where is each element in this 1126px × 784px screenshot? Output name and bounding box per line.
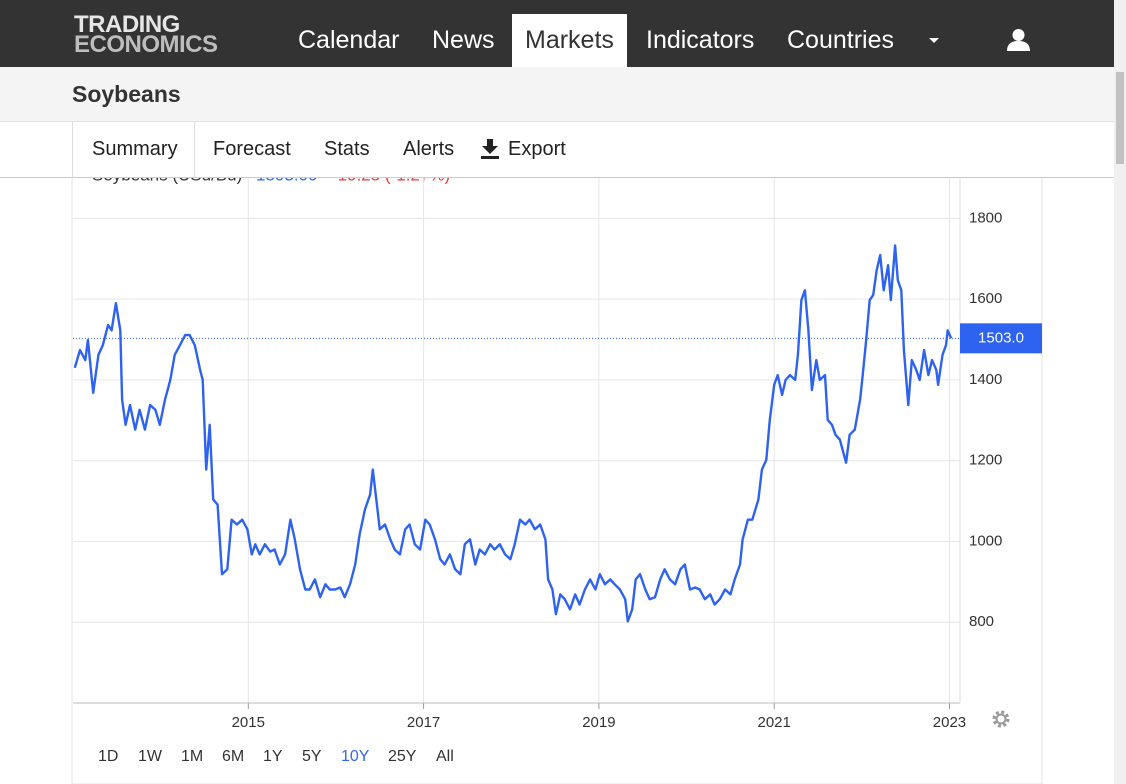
nav-item[interactable]: Calendar xyxy=(298,26,400,54)
y-tick-label: 1200 xyxy=(969,452,1002,469)
range-button[interactable]: 6M xyxy=(222,748,244,765)
price-line xyxy=(73,244,953,623)
user-icon[interactable] xyxy=(1006,28,1031,52)
nav-item[interactable]: News xyxy=(432,26,495,54)
tab[interactable]: Alerts xyxy=(403,138,455,160)
tab-separator xyxy=(194,122,195,177)
last-price-label: 1503.0 xyxy=(978,329,1024,346)
nav-item[interactable]: Indicators xyxy=(646,26,755,54)
y-tick-label: 800 xyxy=(969,613,994,630)
user-head xyxy=(1012,29,1025,41)
scroll-thumb[interactable] xyxy=(1116,72,1124,164)
caret-shape xyxy=(929,38,939,43)
range-button[interactable]: 25Y xyxy=(388,748,417,765)
gear-ring xyxy=(995,713,1007,725)
range-button[interactable]: 1W xyxy=(138,748,163,765)
logo[interactable]: TRADING ECONOMICS xyxy=(74,11,218,58)
tab[interactable]: Summary xyxy=(92,138,178,160)
plot xyxy=(73,178,960,703)
scrollbar[interactable] xyxy=(1114,0,1126,784)
page-title: Soybeans xyxy=(72,81,181,107)
range-button[interactable]: 1D xyxy=(98,748,118,765)
last-price-box xyxy=(960,323,1042,354)
y-tick-label: 1800 xyxy=(969,209,1002,226)
tab[interactable]: Stats xyxy=(324,138,370,160)
nav-item[interactable]: Markets xyxy=(512,14,627,67)
y-tick-label: 1400 xyxy=(969,371,1002,388)
range-button[interactable]: 1Y xyxy=(263,748,283,765)
x-tick-label: 2021 xyxy=(757,714,790,731)
dropdown-caret[interactable] xyxy=(928,37,940,45)
x-tick-label: 2015 xyxy=(232,714,265,731)
x-tick-label: 2019 xyxy=(582,714,615,731)
export-shape xyxy=(481,139,499,159)
nav-bar: TRADING ECONOMICS Calendar News Markets … xyxy=(0,0,1114,67)
logo-line: ECONOMICS xyxy=(74,31,218,58)
range-button[interactable]: All xyxy=(436,748,454,765)
title-band: Soybeans xyxy=(0,67,1114,122)
tab[interactable]: Forecast xyxy=(213,138,291,160)
tab-box: Summary Forecast Stats Alerts Export xyxy=(72,122,1115,177)
logo-line: TRADING xyxy=(74,11,180,38)
tab[interactable]: Export xyxy=(508,138,566,160)
y-tick-label: 1600 xyxy=(969,290,1002,307)
user-body xyxy=(1007,41,1030,51)
x-tick-label: 2023 xyxy=(933,714,966,731)
nav-item[interactable]: Countries xyxy=(787,26,894,54)
tab-bar: Summary Forecast Stats Alerts Export xyxy=(0,122,1114,178)
range-button[interactable]: 1M xyxy=(181,748,203,765)
gear-icon[interactable] xyxy=(992,710,1010,728)
range-button[interactable]: 10Y xyxy=(341,748,370,765)
y-tick-label: 1000 xyxy=(969,532,1002,549)
export-icon[interactable] xyxy=(481,139,500,159)
range-button[interactable]: 5Y xyxy=(302,748,322,765)
gear-teeth xyxy=(992,710,1010,728)
x-tick-label: 2017 xyxy=(407,714,440,731)
